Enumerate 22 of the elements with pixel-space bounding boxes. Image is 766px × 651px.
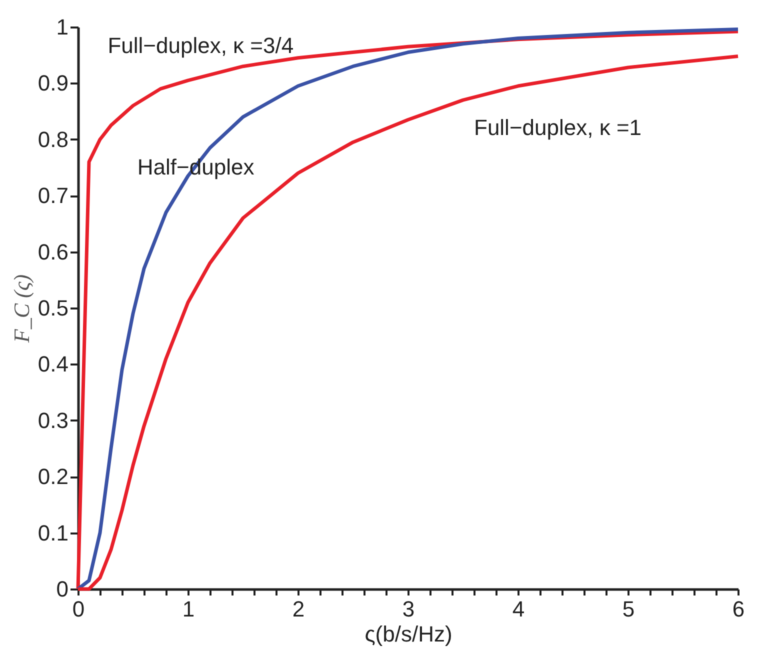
y-tick-label: 0: [56, 576, 68, 602]
x-axis-title: ς(b/s/Hz): [364, 622, 452, 646]
y-tick-label: 0.5: [38, 296, 68, 320]
y-axis-title: F_C (ς): [8, 274, 34, 344]
y-tick-label: 0.2: [38, 464, 68, 490]
x-tick-label: 4: [512, 596, 525, 622]
x-tick-label: 0: [72, 596, 85, 622]
x-tick-label: 5: [622, 596, 635, 622]
x-tick-label: 1: [182, 596, 195, 622]
x-tick-label: 2: [292, 596, 305, 622]
y-tick-label: 1: [56, 14, 68, 40]
x-tick-label: 3: [402, 596, 415, 622]
y-tick-label: 0.3: [38, 408, 68, 433]
y-tick-label: 0.8: [38, 126, 68, 152]
series-label: Full−duplex, κ =1: [474, 115, 642, 140]
y-tick-label: 0.7: [38, 183, 68, 208]
y-tick-label: 0.9: [38, 70, 68, 96]
y-tick-label: 0.1: [38, 520, 68, 546]
y-tick-label: 0.6: [38, 239, 68, 264]
y-tick-label: 0.4: [38, 352, 68, 377]
series-label: Full−duplex, κ =3/4: [108, 33, 294, 58]
x-tick-label: 6: [732, 596, 745, 622]
